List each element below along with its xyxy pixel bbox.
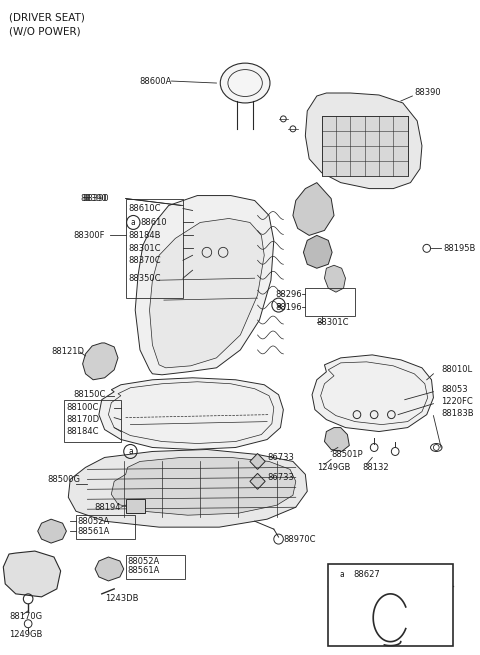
Text: (DRIVER SEAT): (DRIVER SEAT) — [9, 12, 85, 22]
Polygon shape — [150, 219, 264, 368]
Polygon shape — [305, 93, 422, 189]
Text: 86733: 86733 — [267, 473, 294, 482]
Text: 88053: 88053 — [441, 385, 468, 394]
Text: 88052A: 88052A — [78, 517, 110, 526]
Text: 1243DB: 1243DB — [105, 594, 138, 603]
Text: 88183B: 88183B — [441, 409, 474, 418]
Text: 88184B: 88184B — [129, 231, 161, 240]
Polygon shape — [99, 378, 283, 449]
Polygon shape — [324, 265, 346, 292]
Text: 88500G: 88500G — [47, 475, 80, 484]
Text: 88150C: 88150C — [73, 390, 106, 399]
Text: 88194: 88194 — [95, 503, 121, 512]
Text: 88296: 88296 — [276, 290, 302, 299]
Text: 88184C: 88184C — [66, 427, 99, 436]
Polygon shape — [3, 551, 60, 597]
Text: 88610: 88610 — [140, 218, 167, 227]
Text: 88627: 88627 — [353, 571, 380, 580]
Text: 88301C: 88301C — [317, 318, 349, 327]
Text: 1249GB: 1249GB — [9, 630, 42, 639]
Polygon shape — [250, 453, 265, 470]
Text: 88195B: 88195B — [443, 244, 475, 253]
Text: 88010L: 88010L — [441, 365, 472, 374]
Text: 88390: 88390 — [414, 88, 441, 98]
Text: 88561A: 88561A — [78, 527, 110, 536]
Text: 88196: 88196 — [276, 303, 302, 312]
Polygon shape — [111, 457, 296, 515]
Text: (W/O POWER): (W/O POWER) — [9, 26, 81, 36]
Text: 88170G: 88170G — [9, 612, 42, 622]
Text: 88121D: 88121D — [51, 347, 84, 356]
Text: 88132: 88132 — [363, 463, 389, 472]
Text: 88100C: 88100C — [66, 403, 99, 412]
Polygon shape — [38, 519, 66, 543]
Bar — [126, 499, 145, 514]
Bar — [63, 400, 121, 441]
Text: 88300F: 88300F — [73, 231, 105, 240]
Polygon shape — [68, 449, 307, 527]
Polygon shape — [303, 235, 332, 269]
Text: 88390: 88390 — [83, 194, 109, 203]
Bar — [305, 288, 355, 316]
Text: 88970C: 88970C — [283, 534, 316, 544]
Text: 88610C: 88610C — [129, 204, 161, 213]
Polygon shape — [250, 474, 265, 489]
Text: 88390: 88390 — [81, 194, 108, 203]
Polygon shape — [312, 355, 433, 432]
Text: 1249GB: 1249GB — [317, 463, 350, 472]
Bar — [76, 515, 135, 539]
Polygon shape — [95, 557, 124, 581]
Text: 88370C: 88370C — [129, 256, 161, 265]
Text: 88350C: 88350C — [129, 274, 161, 283]
Text: 88301C: 88301C — [129, 244, 161, 253]
Polygon shape — [83, 343, 118, 380]
Text: 88561A: 88561A — [128, 567, 160, 576]
Text: a: a — [276, 301, 281, 310]
Text: 1220FC: 1220FC — [441, 397, 473, 406]
Text: 88501P: 88501P — [331, 450, 363, 459]
Text: a: a — [339, 571, 344, 580]
Bar — [322, 116, 408, 176]
Text: a: a — [131, 218, 136, 227]
Bar — [126, 198, 183, 298]
Bar — [328, 564, 453, 646]
Ellipse shape — [220, 63, 270, 103]
Text: 88170D: 88170D — [66, 415, 99, 424]
Polygon shape — [135, 196, 274, 375]
Text: a: a — [128, 447, 133, 456]
Polygon shape — [293, 183, 334, 235]
Bar — [126, 555, 185, 579]
Text: 88600A: 88600A — [139, 77, 171, 86]
Text: 88052A: 88052A — [128, 557, 160, 565]
Text: 86733: 86733 — [267, 453, 294, 462]
Polygon shape — [324, 428, 349, 451]
